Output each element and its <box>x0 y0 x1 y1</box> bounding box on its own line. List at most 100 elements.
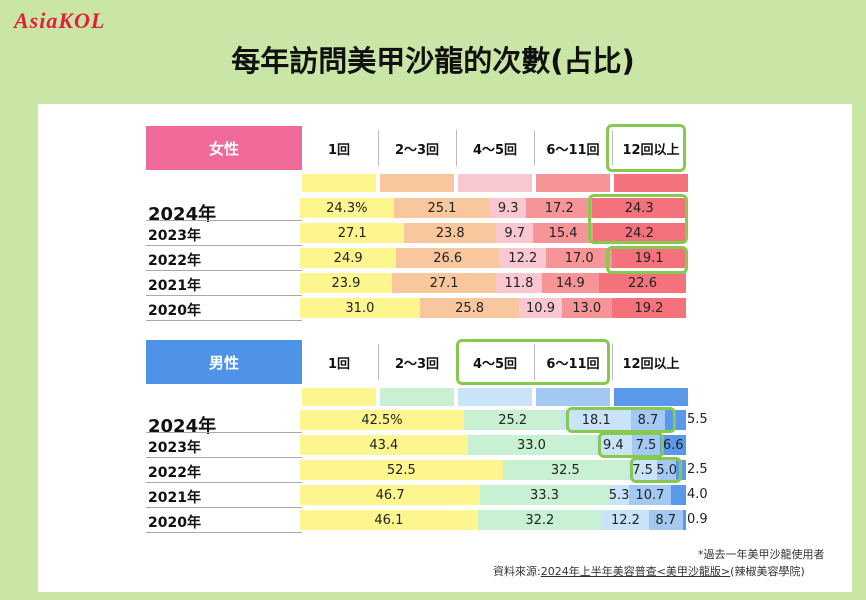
female-bar-segment: 24.3 <box>592 198 686 218</box>
female-data-label: 25.1 <box>427 200 457 216</box>
male-year-label: 2024年 <box>148 416 217 437</box>
source-note: 資料來源:2024年上半年美容普查<美甲沙龍版>(辣椒美容學院) <box>493 563 805 579</box>
female-row-rule <box>146 245 302 246</box>
male-data-label: 6.6 <box>662 437 684 453</box>
male-bar-segment: 25.2 <box>464 410 562 430</box>
female-bar-segment: 19.2 <box>611 298 686 318</box>
male-bar-segment: 52.5 <box>300 460 503 480</box>
male-data-label: 33.0 <box>516 437 546 453</box>
female-bar-segment: 31.0 <box>300 298 420 318</box>
male-col-header: 6〜11回 <box>546 356 600 372</box>
male-data-label: 2.5 <box>687 462 708 477</box>
female-year-label: 2022年 <box>148 253 201 269</box>
male-col-header: 2〜3回 <box>394 356 440 372</box>
female-col-divider <box>534 130 535 166</box>
female-data-label: 24.2 <box>624 225 654 241</box>
source-link[interactable]: 2024年上半年美容普查<美甲沙龍版> <box>540 565 731 578</box>
male-bar-segment: 7.5 <box>631 435 661 455</box>
male-data-label: 4.0 <box>687 487 708 502</box>
male-col-header: 4〜5回 <box>472 356 518 372</box>
male-bar-segment: 46.1 <box>300 510 478 530</box>
male-data-label: 46.7 <box>375 487 405 503</box>
female-data-label: 12.2 <box>508 250 538 266</box>
male-data-label: 8.7 <box>637 412 659 428</box>
male-legend-swatch <box>458 388 532 406</box>
male-bar-segment: 42.5% <box>300 410 465 430</box>
female-data-label: 19.1 <box>634 250 664 266</box>
male-bar-segment: 33.3 <box>480 485 609 505</box>
male-data-label: 8.7 <box>655 512 677 528</box>
male-data-label: 18.1 <box>581 412 611 428</box>
female-data-label: 24.3% <box>326 200 368 216</box>
female-bar-segment: 12.2 <box>499 248 547 268</box>
male-bar-segment: 12.2 <box>601 510 649 530</box>
female-legend-swatch <box>536 174 610 192</box>
male-bar-segment: 32.5 <box>502 460 629 480</box>
male-row-rule <box>146 532 302 533</box>
female-col-divider <box>378 130 379 166</box>
male-bar-segment: 46.7 <box>300 485 481 505</box>
female-group-label: 女性 <box>146 126 302 170</box>
page-title: 每年訪問美甲沙龍的次數(占比) <box>231 44 635 78</box>
female-col-divider <box>612 130 613 166</box>
male-year-label: 2023年 <box>148 440 201 456</box>
female-bar-segment: 15.4 <box>533 223 593 243</box>
asiakol-logo: AsiaKOL <box>14 8 106 33</box>
female-col-header: 2〜3回 <box>394 142 440 158</box>
female-year-label: 2023年 <box>148 228 201 244</box>
female-row-rule <box>146 320 302 321</box>
female-row-rule <box>146 220 302 221</box>
male-bar-segment: 5.3 <box>609 485 629 505</box>
male-bar-segment: 9.4 <box>595 435 632 455</box>
female-legend-swatch <box>302 174 376 192</box>
female-bar-segment: 10.9 <box>519 298 562 318</box>
female-col-header: 6〜11回 <box>546 142 600 158</box>
female-bar-segment: 27.1 <box>391 273 497 293</box>
highlight-box <box>630 457 682 483</box>
female-data-label: 9.3 <box>497 200 519 216</box>
male-data-label: 7.5 <box>635 437 657 453</box>
male-year-label: 2022年 <box>148 465 201 481</box>
female-bar-segment: 24.2 <box>592 223 686 243</box>
female-bar-segment: 9.7 <box>496 223 534 243</box>
female-row-rule <box>146 270 302 271</box>
male-bar-segment: 7.5 <box>628 460 658 480</box>
male-row-rule <box>146 457 302 458</box>
highlight-box <box>606 124 686 172</box>
highlight-box <box>598 432 664 458</box>
male-bar-segment: 8.7 <box>648 510 683 530</box>
male-col-divider <box>612 344 613 380</box>
source-suffix: (辣椒美容學院) <box>730 565 805 578</box>
female-legend-swatch <box>614 174 688 192</box>
female-bar-segment: 23.9 <box>300 273 392 293</box>
female-bar-segment: 24.3% <box>300 198 394 218</box>
male-data-label: 46.1 <box>374 512 404 528</box>
female-bar-segment: 9.3 <box>490 198 527 218</box>
female-data-label: 11.8 <box>504 275 534 291</box>
male-legend-swatch <box>380 388 454 406</box>
female-data-label: 9.7 <box>504 225 526 241</box>
male-bar-segment: 18.1 <box>561 410 632 430</box>
highlight-box <box>566 407 676 433</box>
female-data-label: 27.1 <box>429 275 459 291</box>
female-legend-swatch <box>380 174 454 192</box>
male-data-label: 9.4 <box>603 437 624 453</box>
female-data-label: 24.3 <box>624 200 654 216</box>
female-year-label: 2020年 <box>148 303 201 319</box>
female-col-header: 4〜5回 <box>472 142 518 158</box>
female-data-label: 17.0 <box>564 250 594 266</box>
female-col-header: 12回以上 <box>622 142 680 158</box>
male-bar-segment: 6.6 <box>660 435 686 455</box>
female-data-label: 27.1 <box>337 225 367 241</box>
source-prefix: 資料來源: <box>493 565 541 578</box>
male-bar-segment <box>670 485 686 505</box>
female-bar-segment: 27.1 <box>300 223 405 243</box>
female-bar-segment: 22.6 <box>599 273 686 293</box>
female-bar-segment: 19.1 <box>612 248 686 268</box>
female-bar-segment: 25.1 <box>393 198 491 218</box>
female-bar-segment: 26.6 <box>396 248 500 268</box>
female-data-label: 23.9 <box>331 275 361 291</box>
female-data-label: 13.0 <box>572 300 602 316</box>
male-legend-swatch <box>302 388 376 406</box>
female-data-label: 26.6 <box>433 250 463 266</box>
